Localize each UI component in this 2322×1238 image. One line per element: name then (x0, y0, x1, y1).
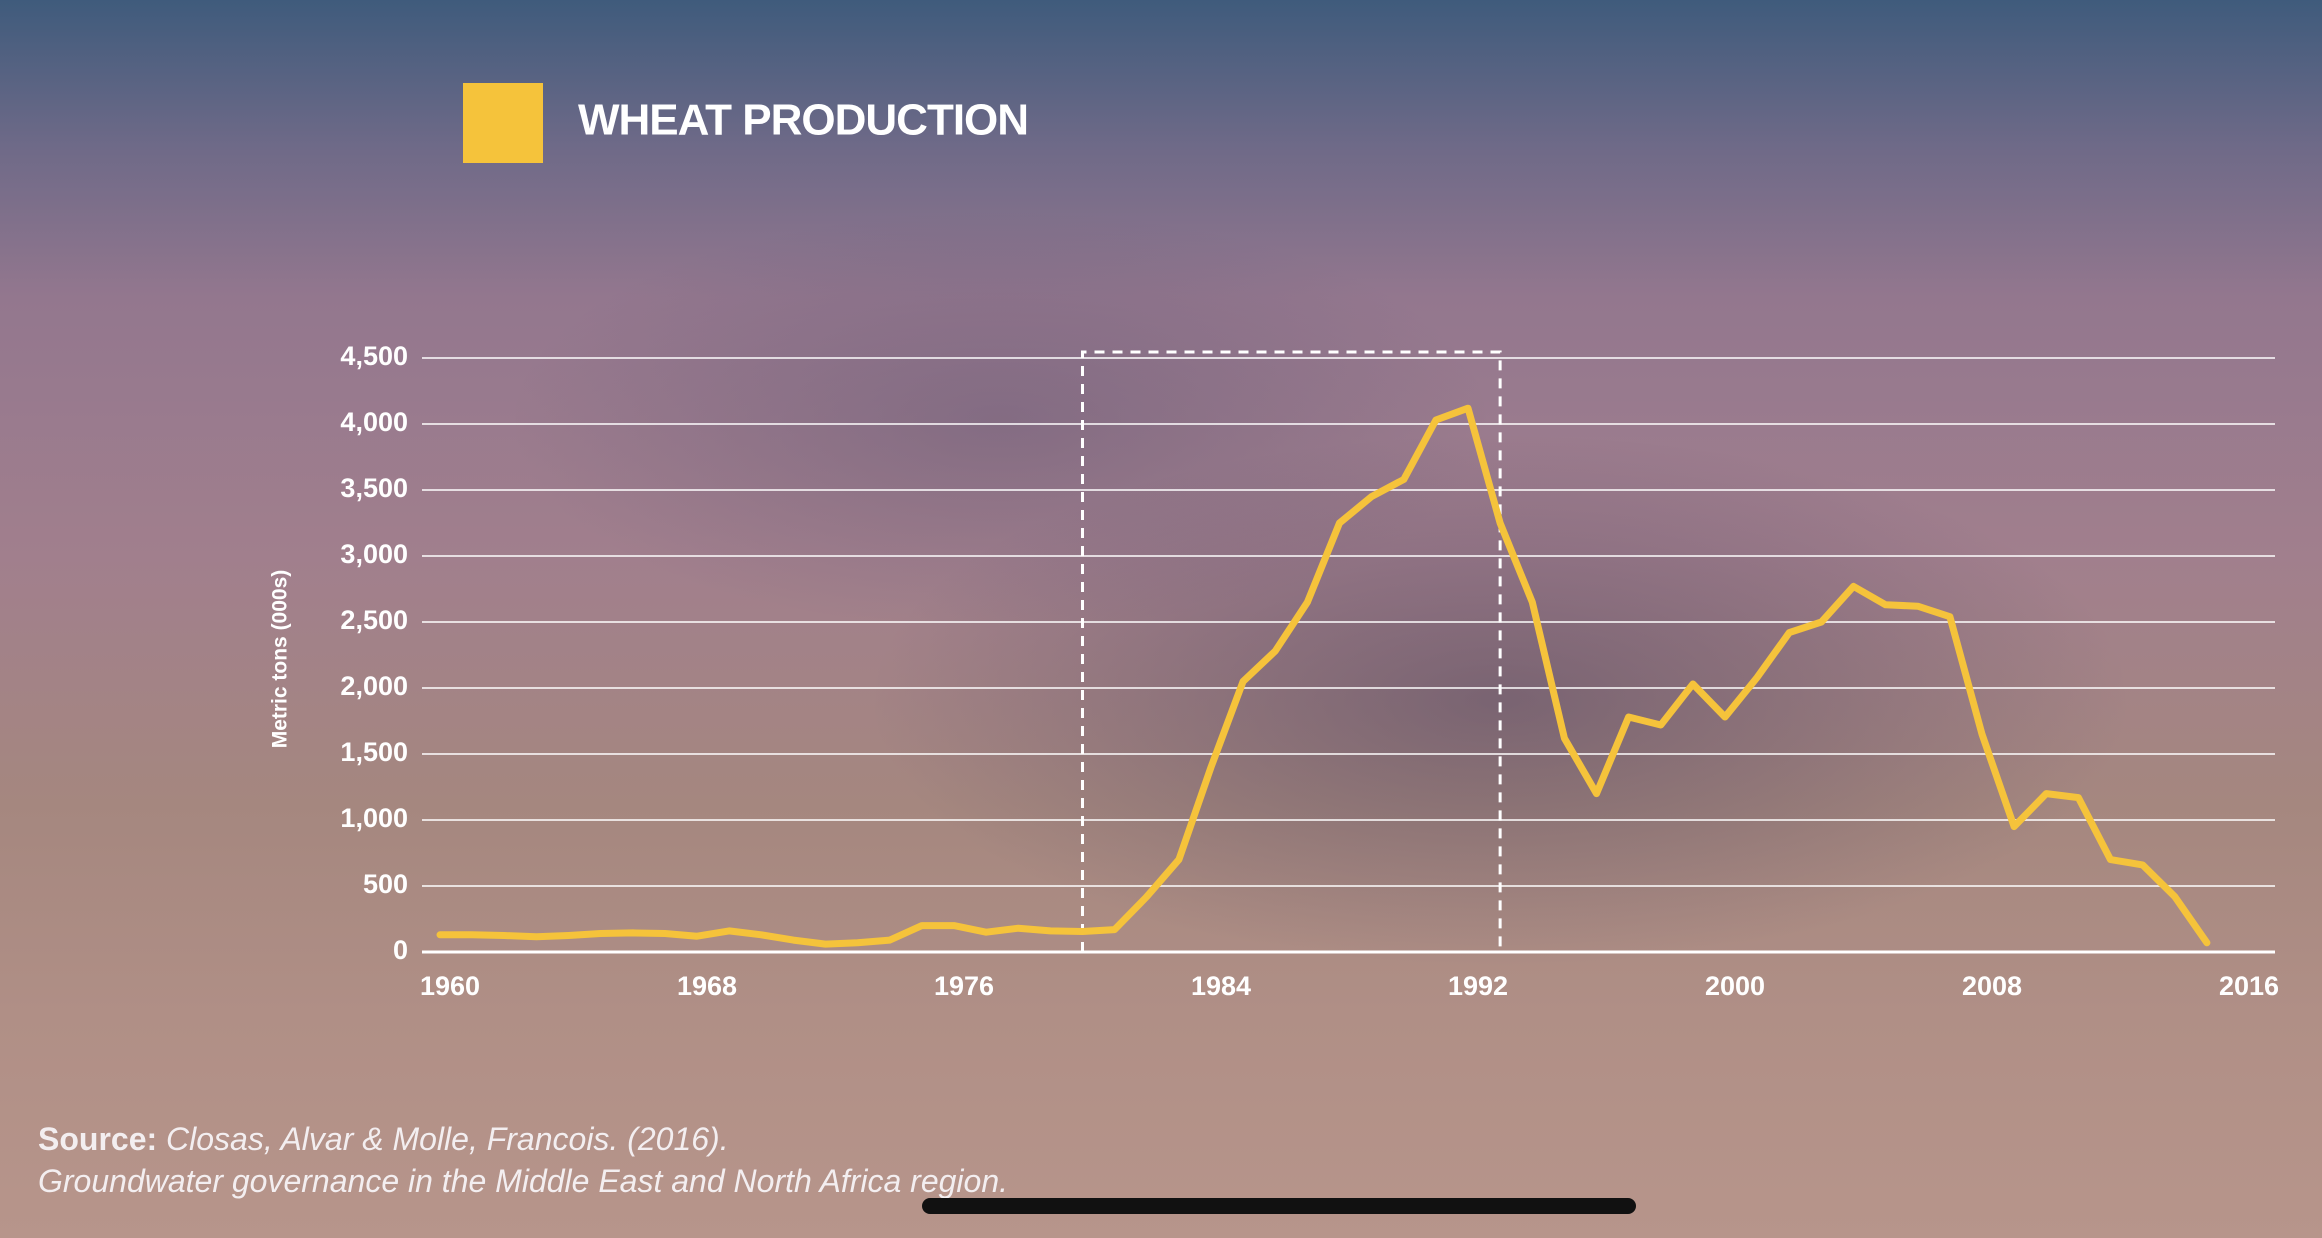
y-tick-label: 0 (393, 935, 408, 965)
source: Source: Closas, Alvar & Molle, Francois.… (38, 1118, 1008, 1202)
x-tick-label: 1992 (1448, 971, 1508, 1001)
source-line: Closas, Alvar & Molle, Francois. (2016). (166, 1121, 729, 1157)
y-tick-label: 1,500 (340, 737, 408, 767)
y-tick-label: 4,500 (340, 341, 408, 371)
y-tick-label: 500 (363, 869, 408, 899)
y-tick-label: 2,000 (340, 671, 408, 701)
highlight-box (1081, 350, 1502, 952)
home-indicator (922, 1198, 1636, 1214)
data-line (436, 404, 2211, 948)
source-label: Source: (38, 1121, 158, 1157)
y-tick-label: 3,000 (340, 539, 408, 569)
legend-swatch (463, 83, 543, 163)
source-line: Groundwater governance in the Middle Eas… (38, 1163, 1009, 1199)
x-tick-label: 1984 (1191, 971, 1251, 1001)
x-tick-label: 1960 (420, 971, 480, 1001)
y-tick-label: 3,500 (340, 473, 408, 503)
x-tick-label: 2016 (2219, 971, 2279, 1001)
x-tick-label: 2000 (1705, 971, 1765, 1001)
y-tick-label: 2,500 (340, 605, 408, 635)
x-tick-label: 1976 (934, 971, 994, 1001)
y-tick-label: 1,000 (340, 803, 408, 833)
x-tick-label: 2008 (1962, 971, 2022, 1001)
legend-label: WHEAT PRODUCTION (578, 96, 1028, 145)
y-axis-label: Metric tons (000s) (269, 570, 292, 749)
y-tick-label: 4,000 (340, 407, 408, 437)
x-tick-label: 1968 (677, 971, 737, 1001)
